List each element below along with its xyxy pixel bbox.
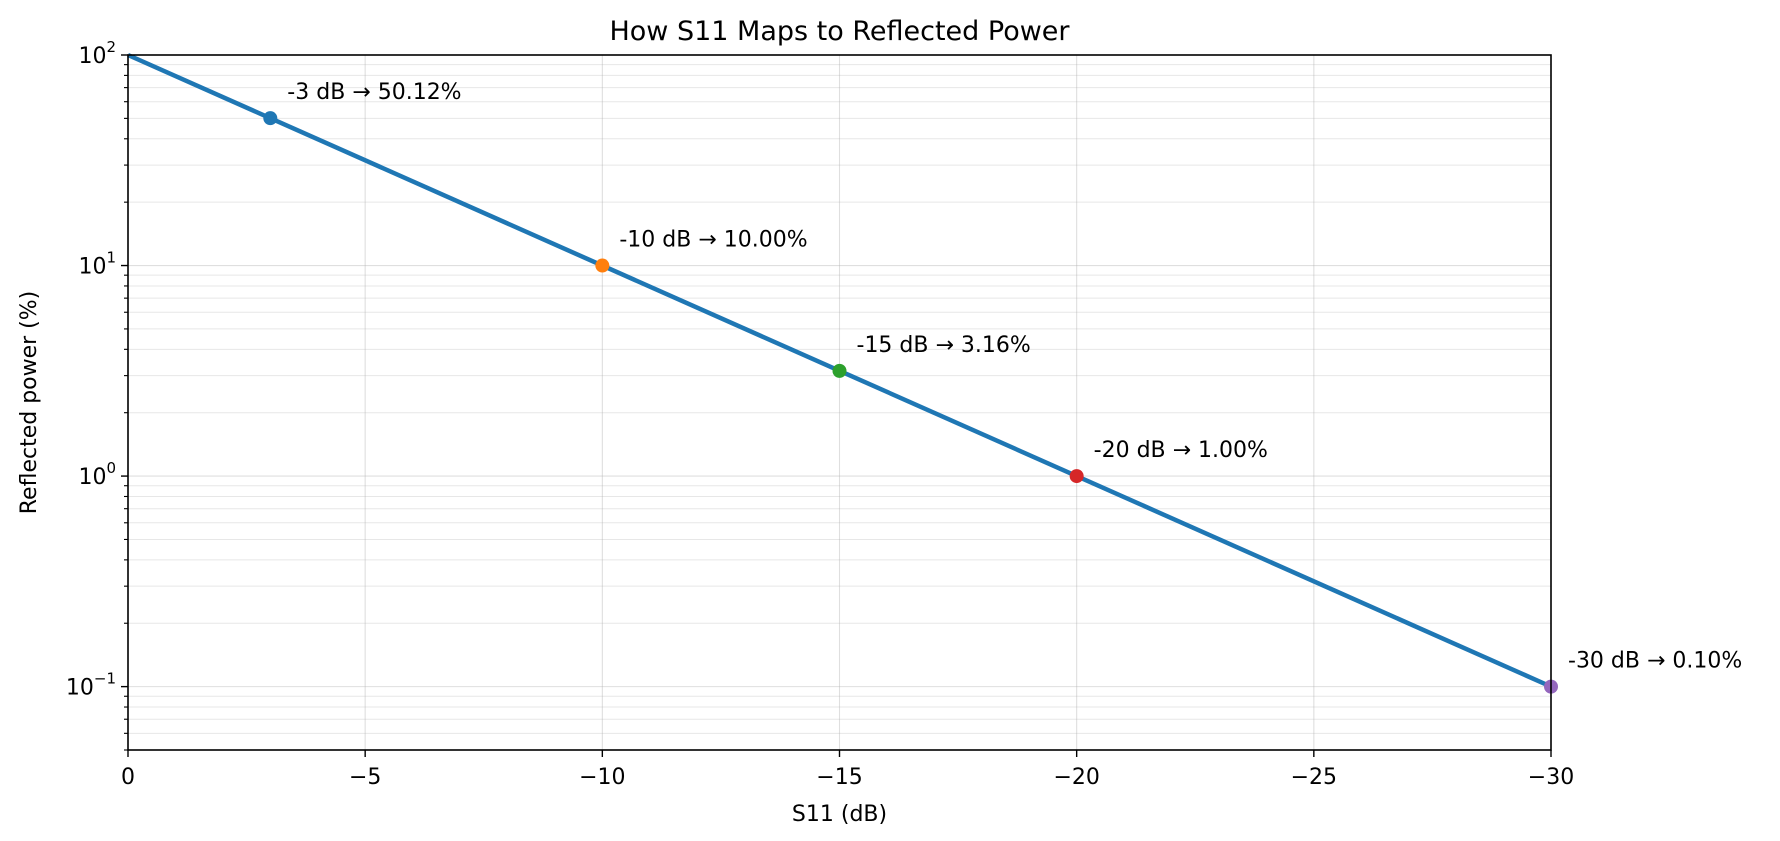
chart-title: How S11 Maps to Reflected Power [609,16,1070,47]
point-annotation: -10 dB → 10.00% [619,228,807,253]
x-tick-label: −10 [579,765,625,790]
y-axis-label: Reflected power (%) [17,291,42,515]
data-point [595,258,610,273]
y-tick-label: 102 [78,38,116,69]
grid [127,54,1552,751]
data-point [263,111,278,126]
x-tick-label: 0 [121,765,135,790]
data-point [1069,469,1084,484]
x-tick-label: −15 [816,765,862,790]
data-point [832,363,847,378]
y-tick-label: 10−1 [66,670,116,701]
x-tick-label: −5 [349,765,381,790]
axis-ticks: 102 101 100 10−1 0 −5 −10 −15 −20 −25 −30 [66,38,1574,790]
point-annotation: -20 dB → 1.00% [1094,438,1268,463]
x-tick-label: −25 [1291,765,1337,790]
annotations: -3 dB → 50.12% -10 dB → 10.00% -15 dB → 3.… [287,80,1742,673]
point-annotation: -15 dB → 3.16% [857,333,1031,358]
y-tick-label: 101 [78,249,116,280]
x-tick-label: −30 [1528,765,1574,790]
x-tick-label: −20 [1053,765,1099,790]
x-axis-label: S11 (dB) [792,802,887,827]
point-annotation: -3 dB → 50.12% [287,80,461,105]
point-annotation: -30 dB → 0.10% [1568,649,1742,674]
y-tick-label: 100 [78,459,116,490]
